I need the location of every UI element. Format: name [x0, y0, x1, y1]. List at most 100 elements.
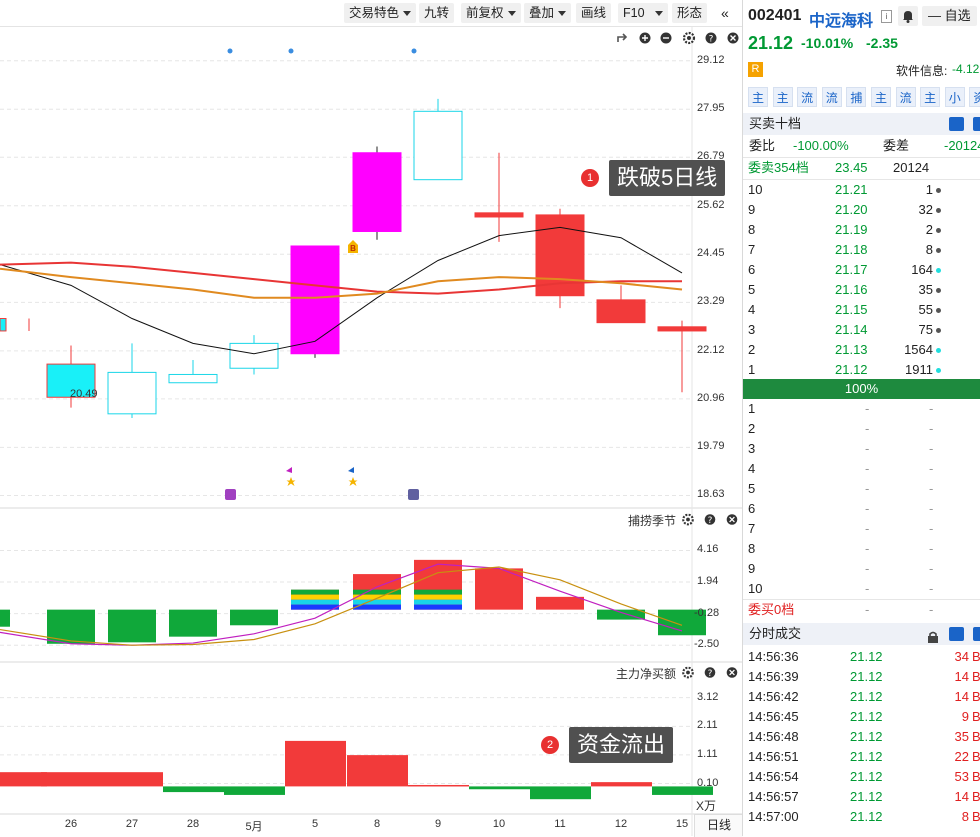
- bid-row[interactable]: 6 - -: [743, 499, 980, 519]
- ask-row[interactable]: 5 21.16 35: [743, 280, 980, 300]
- table-view-icon[interactable]: [949, 117, 964, 131]
- flag-icon[interactable]: [286, 467, 292, 473]
- table-view-icon[interactable]: [949, 627, 964, 641]
- toolbar-pattern[interactable]: 形态: [672, 3, 708, 23]
- toolbar-trade-features[interactable]: 交易特色: [344, 3, 417, 23]
- candle-body[interactable]: [168, 373, 218, 384]
- candle-body[interactable]: [352, 152, 402, 232]
- tick-row[interactable]: 14:56:57 21.12 14 B: [743, 787, 980, 807]
- list-view-icon[interactable]: [973, 117, 980, 131]
- progress-fill: [743, 379, 980, 399]
- candle-body[interactable]: [0, 318, 7, 332]
- ask-row[interactable]: 6 21.17 164: [743, 260, 980, 280]
- list-view-icon[interactable]: [973, 627, 980, 641]
- ask-row[interactable]: 10 21.21 1: [743, 180, 980, 200]
- tick-row[interactable]: 14:56:48 21.12 35 B: [743, 727, 980, 747]
- event-marker-icon[interactable]: [225, 489, 236, 500]
- ask-row[interactable]: 8 21.19 2: [743, 220, 980, 240]
- gear-icon[interactable]: [682, 513, 694, 526]
- tick-row[interactable]: 14:56:42 21.12 14 B: [743, 687, 980, 707]
- tick-time: 14:56:48: [748, 729, 799, 744]
- bell-icon[interactable]: [898, 6, 918, 26]
- plus-circle-icon[interactable]: [639, 32, 651, 44]
- ask-row[interactable]: 1 21.12 1911: [743, 360, 980, 380]
- ask-row[interactable]: 3 21.14 75: [743, 320, 980, 340]
- toolbar-draw-line[interactable]: 画线: [576, 3, 612, 23]
- divider: [743, 179, 980, 180]
- tick-row[interactable]: 14:56:39 21.12 14 B: [743, 667, 980, 687]
- level-tab[interactable]: 流: [821, 87, 842, 107]
- level-tab[interactable]: 捕: [846, 87, 867, 107]
- candle-body[interactable]: [413, 110, 463, 181]
- bid-row[interactable]: 1 - -: [743, 399, 980, 419]
- add-self-select-button[interactable]: — 自选: [922, 6, 977, 26]
- level-tab[interactable]: 主: [871, 87, 891, 107]
- bid-row[interactable]: 8 - -: [743, 539, 980, 559]
- info-icon[interactable]: i: [881, 10, 892, 23]
- level-tab[interactable]: 小: [944, 87, 965, 107]
- double-chevron-left-icon[interactable]: «: [721, 5, 729, 21]
- candle-body[interactable]: [474, 212, 524, 218]
- level-tab[interactable]: 流: [797, 87, 818, 107]
- tick-volume: 14: [954, 669, 969, 684]
- quote-panel: 002401 中远海科 i — 自选 21.12 -10.01% -2.35 R…: [743, 0, 980, 836]
- rating-badge[interactable]: R: [748, 62, 763, 77]
- ask-volume: 164: [911, 262, 933, 277]
- kline-chart[interactable]: B: [0, 27, 742, 836]
- indicator-bar: [0, 609, 10, 627]
- help-icon[interactable]: ?: [704, 667, 716, 679]
- candle-body[interactable]: [107, 371, 157, 415]
- bid-row[interactable]: 5 - -: [743, 479, 980, 499]
- toolbar-nine-turn[interactable]: 九转: [419, 3, 455, 23]
- close-icon[interactable]: [726, 514, 738, 525]
- bid-row[interactable]: 7 - -: [743, 519, 980, 539]
- level-tab[interactable]: 流: [895, 87, 916, 107]
- toolbar-f10[interactable]: F10: [618, 3, 668, 23]
- ask-row[interactable]: 7 21.18 8: [743, 240, 980, 260]
- tick-row[interactable]: 14:56:51 21.12 22 B: [743, 747, 980, 767]
- volume-dot-icon: [936, 228, 941, 233]
- star-icon[interactable]: [348, 477, 358, 486]
- ask-row[interactable]: 4 21.15 55: [743, 300, 980, 320]
- stock-name[interactable]: 中远海科: [809, 13, 874, 30]
- bid-row[interactable]: 2 - -: [743, 419, 980, 439]
- flag-icon[interactable]: [348, 467, 354, 473]
- volume-dot-icon: [936, 348, 941, 353]
- tick-row[interactable]: 14:56:45 21.12 9 B: [743, 707, 980, 727]
- minus-circle-icon[interactable]: [660, 32, 672, 44]
- period-selector[interactable]: 日线: [694, 814, 743, 837]
- indicator-bar: [597, 609, 645, 620]
- buy-signal-icon[interactable]: [348, 240, 358, 253]
- close-icon[interactable]: [727, 32, 739, 44]
- bid-row[interactable]: 9 - -: [743, 559, 980, 579]
- ask-row[interactable]: 2 21.13 1564: [743, 340, 980, 360]
- level-tab[interactable]: 主: [748, 87, 768, 107]
- ask-row[interactable]: 9 21.20 32: [743, 200, 980, 220]
- tick-row[interactable]: 14:57:00 21.12 8 B: [743, 807, 980, 827]
- tick-row[interactable]: 14:56:54 21.12 53 B: [743, 767, 980, 787]
- help-icon[interactable]: ?: [704, 514, 716, 526]
- toolbar-forward-adjust[interactable]: 前复权: [461, 3, 521, 23]
- candle-body[interactable]: [596, 299, 646, 324]
- event-marker-icon[interactable]: [408, 489, 419, 500]
- candle-body[interactable]: [229, 342, 279, 369]
- candle-body[interactable]: [46, 363, 96, 398]
- bid-row[interactable]: 4 - -: [743, 459, 980, 479]
- level-tab[interactable]: 主: [920, 87, 941, 107]
- lock-icon[interactable]: [927, 628, 939, 643]
- toolbar-overlay[interactable]: 叠加: [524, 3, 572, 23]
- candle-body[interactable]: [657, 326, 707, 332]
- gear-icon[interactable]: [682, 666, 694, 679]
- level-tab[interactable]: 资: [969, 87, 980, 107]
- level-tab[interactable]: 主: [772, 87, 793, 107]
- bid-row[interactable]: 10 - -: [743, 579, 980, 599]
- ask-price: 21.18: [835, 242, 868, 257]
- help-icon[interactable]: ?: [705, 32, 717, 45]
- close-icon[interactable]: [726, 667, 738, 678]
- tick-row[interactable]: 14:56:36 21.12 34 B: [743, 647, 980, 667]
- candle-body[interactable]: [290, 245, 340, 355]
- gear-icon[interactable]: [682, 31, 696, 45]
- star-icon[interactable]: [286, 477, 296, 486]
- share-icon[interactable]: [617, 33, 628, 42]
- bid-row[interactable]: 3 - -: [743, 439, 980, 459]
